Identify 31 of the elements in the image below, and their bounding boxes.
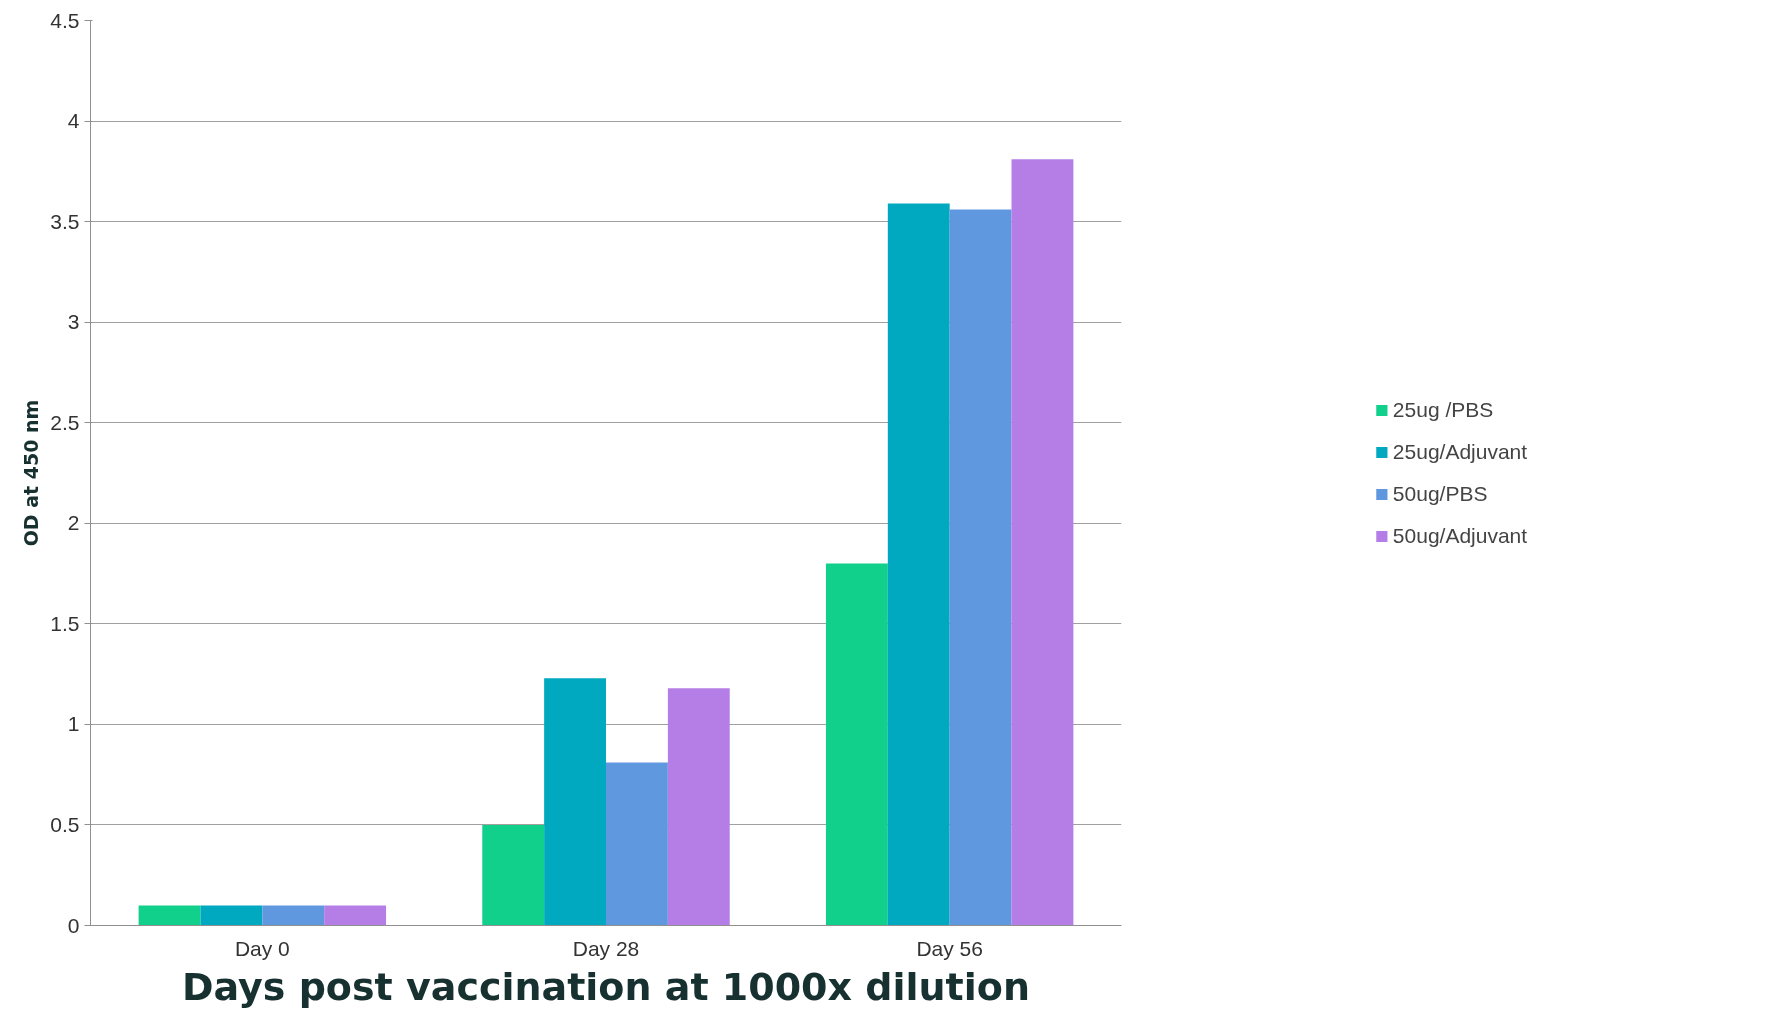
y-tick-label: 1.5 [50,611,80,635]
legend-label: 50ug/Adjuvant [1392,523,1528,548]
legend-label: 50ug/PBS [1392,481,1488,506]
y-tick-label: 4.5 [50,8,80,32]
y-tick-label: 0 [67,913,80,937]
bar [262,905,325,926]
legend-label: 25ug/Adjuvant [1392,439,1528,464]
bar [138,905,201,926]
x-axis-title: Days post vaccination at 1000x dilution [182,964,1030,1009]
bar [949,209,1012,926]
y-tick-label: 3.5 [50,209,80,233]
x-tick-label: Day 0 [234,936,290,960]
y-tick-label: 1 [67,712,80,736]
x-tick-label: Day 28 [572,936,640,960]
bar [667,688,730,926]
y-tick-label: 0.5 [50,812,80,836]
bar [544,678,606,926]
bar [200,905,263,926]
bar [606,762,668,926]
y-tick-label: 3 [67,310,80,334]
x-tick-label: Day 56 [916,936,983,960]
bar [1011,159,1074,926]
legend-label: 25ug /PBS [1392,397,1494,422]
y-tick-label: 4 [67,109,80,133]
bar [324,905,387,926]
bar [887,203,950,926]
y-tick-label: 2.5 [50,410,80,434]
bar [482,824,545,926]
y-axis-title: OD at 450 nm [20,399,43,547]
bar [825,563,888,926]
y-tick-label: 2 [67,511,80,535]
